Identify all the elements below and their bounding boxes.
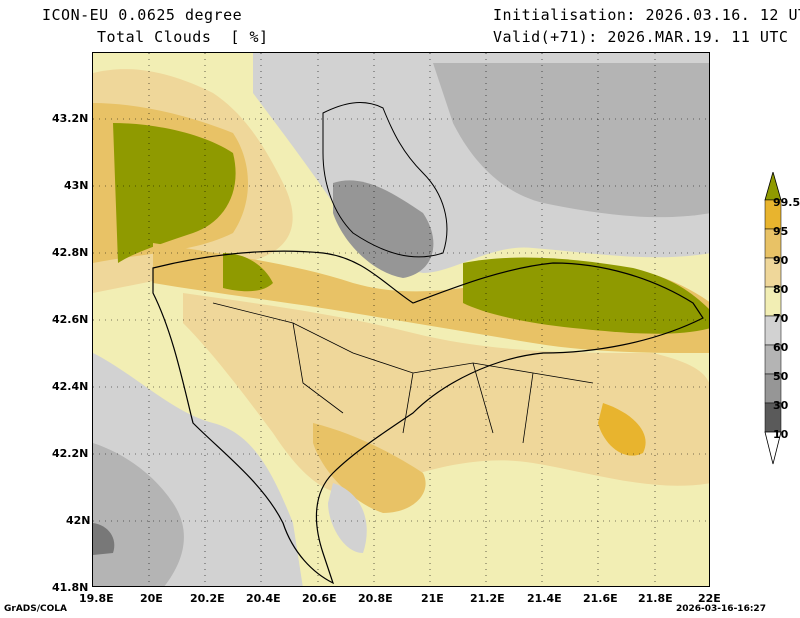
lon-label: 22E [698, 592, 721, 605]
cloud-region-99-west [223, 253, 273, 292]
lon-label: 21.6E [583, 592, 618, 605]
colorbar-label: 99.5 [773, 196, 800, 209]
map-canvas [93, 53, 709, 586]
lon-label: 21.8E [638, 592, 673, 605]
footer-credit: GrADS/COLA [4, 604, 67, 614]
lat-lon-grid [93, 53, 709, 586]
colorbar-label: 10 [773, 428, 789, 441]
region-border-north [322, 102, 448, 258]
colorbar-label: 30 [773, 399, 789, 412]
lat-label: 42.2N [52, 447, 89, 460]
lat-label: 42.8N [52, 246, 89, 259]
lon-label: 21.2E [470, 592, 505, 605]
lon-label: 20E [140, 592, 163, 605]
cloud-region-99-east [463, 257, 709, 334]
model-title: ICON-EU 0.0625 degree [42, 6, 243, 24]
district-borders [212, 302, 594, 444]
colorbar-label: 60 [773, 341, 789, 354]
footer-timestamp: 2026-03-16-16:27 [676, 604, 766, 614]
lat-label: 42N [66, 514, 91, 527]
initialisation-time: Initialisation: 2026.03.16. 12 UTC [493, 6, 800, 24]
colorbar-label: 95 [773, 225, 789, 238]
lon-label: 20.6E [302, 592, 337, 605]
cloud-region-99-north [113, 123, 236, 263]
cloud-region-dark-center [333, 180, 434, 278]
cloud-region-gray-south [328, 483, 367, 553]
lon-label: 20.8E [358, 592, 393, 605]
cloud-region-gray-ne [433, 63, 709, 218]
cloud-region-90-south [313, 423, 426, 513]
lat-label: 42.4N [52, 380, 89, 393]
lat-label: 43N [64, 179, 89, 192]
lon-label: 19.8E [79, 592, 114, 605]
colorbar-label: 70 [773, 312, 789, 325]
colorbar [764, 172, 782, 465]
cloud-region-95-se [598, 403, 646, 456]
colorbar-label: 80 [773, 283, 789, 296]
lat-label: 42.6N [52, 313, 89, 326]
lon-label: 21.4E [527, 592, 562, 605]
cloud-region-dark-sw [93, 523, 115, 555]
lon-label: 21E [421, 592, 444, 605]
colorbar-label: 90 [773, 254, 789, 267]
country-border [152, 250, 704, 585]
lon-label: 20.4E [246, 592, 281, 605]
valid-time: Valid(+71): 2026.MAR.19. 11 UTC [493, 28, 789, 46]
cloud-region-gray-sw [93, 443, 184, 586]
lat-label: 41.8N [52, 581, 89, 594]
lat-label: 43.2N [52, 112, 89, 125]
colorbar-label: 50 [773, 370, 789, 383]
field-title: Total Clouds [ %] [97, 28, 269, 46]
colorbar-bottom-triangle [764, 431, 782, 465]
lon-label: 20.2E [190, 592, 225, 605]
cloud-map [92, 52, 710, 587]
